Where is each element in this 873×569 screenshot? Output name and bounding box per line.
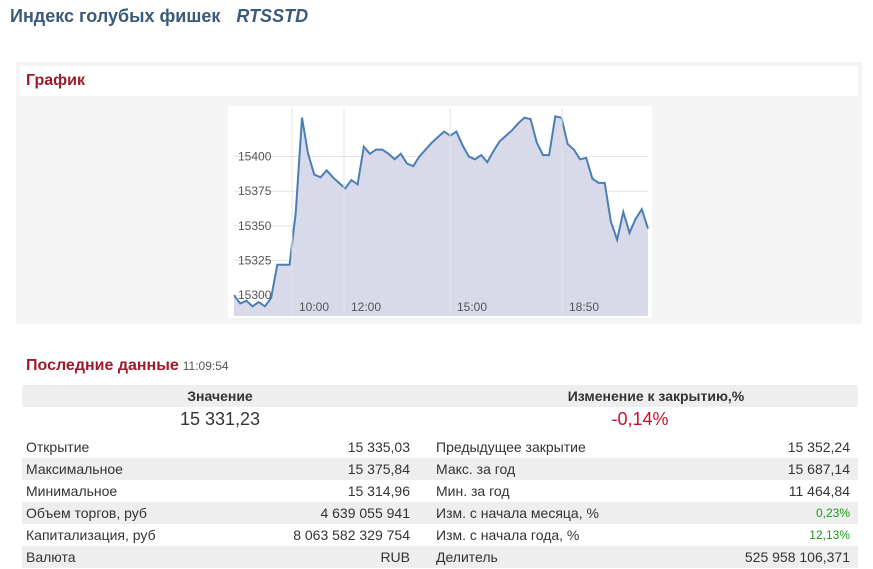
stat-value-positive: 0,23% xyxy=(815,506,850,520)
table-row: Капитализация, руб 8 063 582 329 754 Изм… xyxy=(22,524,858,546)
stat-value: 15 335,03 xyxy=(347,439,410,455)
series-area xyxy=(234,116,648,316)
table-row: Открытие 15 335,03 Предыдущее закрытие 1… xyxy=(22,436,858,458)
latest-data-title: Последние данные xyxy=(26,357,179,374)
stat-value: 8 063 582 329 754 xyxy=(293,527,410,543)
stat-value: 15 687,14 xyxy=(787,461,850,477)
stat-label: Валюта xyxy=(26,549,76,565)
stat-label: Минимальное xyxy=(26,483,118,499)
chart-panel-heading: График xyxy=(20,66,858,96)
x-tick-label: 15:00 xyxy=(457,300,487,314)
summary-header: Значение Изменение к закрытию,% xyxy=(22,385,858,407)
stat-label: Объем торгов, руб xyxy=(26,505,147,521)
x-tick-label: 12:00 xyxy=(351,300,381,314)
price-chart: 15400 15375 15350 15325 15300 10:00 12:00 15:00… xyxy=(228,106,652,318)
stat-value: 15 352,24 xyxy=(787,439,850,455)
table-row: Валюта RUB Делитель 525 958 106,371 xyxy=(22,546,858,568)
stat-label: Изм. с начала года, % xyxy=(436,527,580,543)
latest-data-heading: Последние данные 11:09:54 xyxy=(26,357,229,375)
stat-label: Макс. за год xyxy=(436,461,516,477)
y-tick-label: 15325 xyxy=(238,254,272,268)
stat-label: Изм. с начала месяца, % xyxy=(436,505,599,521)
stat-label: Максимальное xyxy=(26,461,123,477)
stat-value-positive: 12,13% xyxy=(809,528,850,542)
series-line xyxy=(233,115,649,308)
change-label: Изменение к закрытию,% xyxy=(567,388,745,404)
value-label: Значение xyxy=(187,388,253,404)
chart-svg: 15400 15375 15350 15325 15300 10:00 12:00 15:00… xyxy=(233,108,649,316)
stat-value: 4 639 055 941 xyxy=(320,505,410,521)
index-name: Индекс голубых фишек xyxy=(10,6,221,26)
stat-label: Капитализация, руб xyxy=(26,527,156,543)
y-tick-label: 15400 xyxy=(238,150,272,164)
x-tick-label: 18:50 xyxy=(569,300,599,314)
stat-label: Предыдущее закрытие xyxy=(436,439,586,455)
stat-value: 11 464,84 xyxy=(788,483,850,499)
y-tick-label: 15375 xyxy=(238,184,272,198)
latest-data-time: 11:09:54 xyxy=(182,359,229,373)
x-tick-label: 10:00 xyxy=(299,300,329,314)
stats-table: Открытие 15 335,03 Предыдущее закрытие 1… xyxy=(22,436,858,568)
stat-value: RUB xyxy=(380,549,410,565)
stat-value: 525 958 106,371 xyxy=(744,549,850,565)
summary-block: Значение Изменение к закрытию,% 15 331,2… xyxy=(22,385,858,431)
ticker-symbol: RTSSTD xyxy=(236,6,309,26)
table-row: Максимальное 15 375,84 Макс. за год 15 6… xyxy=(22,458,858,480)
table-row: Минимальное 15 314,96 Мин. за год 11 464… xyxy=(22,480,858,502)
summary-values: 15 331,23 -0,14% xyxy=(22,407,858,431)
table-row: Объем торгов, руб 4 639 055 941 Изм. с н… xyxy=(22,502,858,524)
stat-label: Открытие xyxy=(26,439,90,455)
y-tick-label: 15300 xyxy=(238,288,272,302)
stat-value: 15 375,84 xyxy=(347,461,410,477)
change-value: -0,14% xyxy=(611,409,669,429)
stat-value: 15 314,96 xyxy=(347,483,410,499)
stat-label: Делитель xyxy=(436,549,498,565)
current-value: 15 331,23 xyxy=(179,409,261,429)
stat-label: Мин. за год xyxy=(436,483,510,499)
y-tick-label: 15350 xyxy=(238,219,272,233)
chart-panel: График 15400 15375 15350 15325 15300 10:00 12:… xyxy=(16,62,862,324)
page-title: Индекс голубых фишек RTSSTD xyxy=(10,6,308,27)
